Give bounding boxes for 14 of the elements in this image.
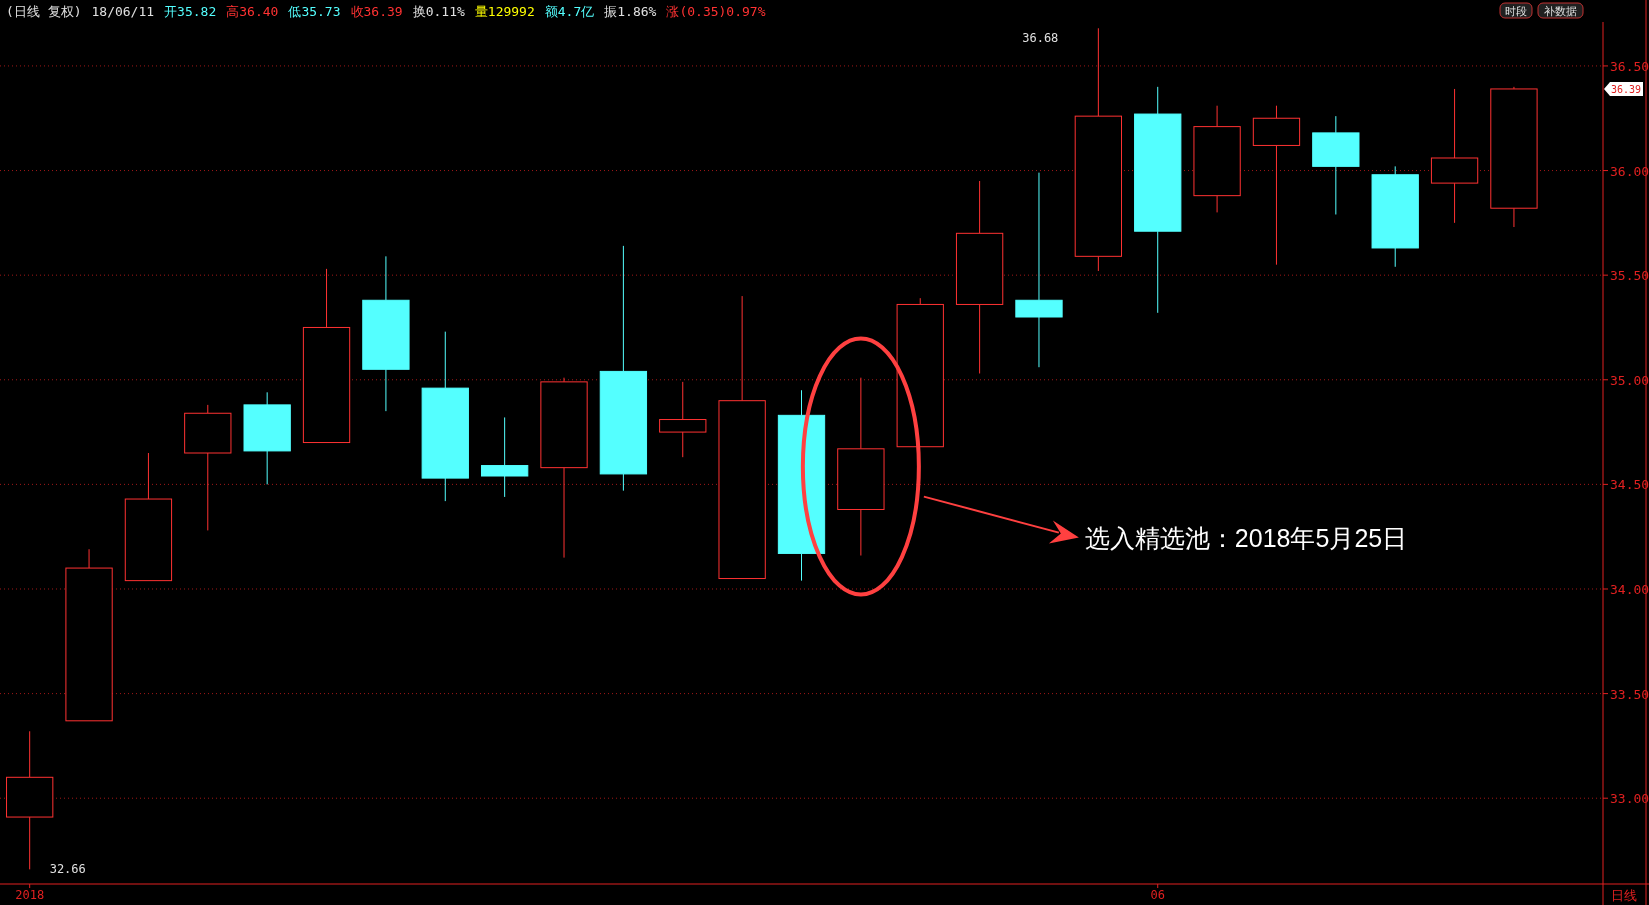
x-tick-label: 2018: [15, 888, 45, 902]
y-tick-label: 34.50: [1610, 477, 1649, 493]
y-tick-label: 36.00: [1610, 163, 1649, 179]
annotation: 选入精选池：2018年5月25日: [1084, 523, 1408, 552]
y-tick-label: 34.00: [1610, 582, 1649, 597]
y-tick-label: 33.50: [1610, 686, 1649, 702]
text: 日线: [1611, 888, 1637, 903]
y-tick-label: 35.50: [1610, 268, 1649, 284]
header: (日线 复权) 18/06/11 开35.82 高36.40 低35.73 收36.39 换0.11% 量129992 额4.7亿 振1.86% 涨(0.35)0.97%: [6, 4, 766, 19]
price-tag: 36.39: [1604, 81, 1643, 96]
x-tick-label: 06: [1150, 888, 1165, 902]
y-tick-label: 36.50: [1610, 58, 1649, 74]
y-tick-label: 35.00: [1610, 372, 1649, 388]
y-tick-label: 33.00: [1610, 791, 1649, 807]
